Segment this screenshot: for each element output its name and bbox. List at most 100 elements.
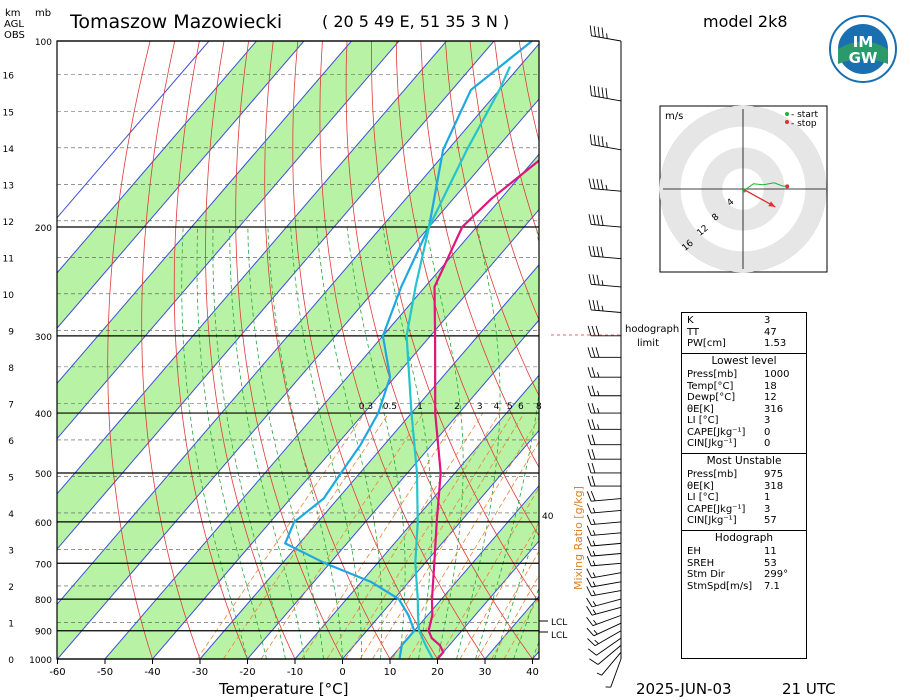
- index-value: 0: [764, 438, 771, 449]
- wind-barb: [587, 419, 621, 430]
- pressure-tick-label: 300: [35, 333, 52, 343]
- profile-line-2: [405, 66, 512, 659]
- obs-label: OBS: [4, 30, 25, 41]
- index-row: SREH 53: [682, 558, 806, 570]
- dry-adiabat: [420, 41, 539, 469]
- dry-adiabat: [235, 41, 343, 659]
- isotherm-line: [199, 264, 539, 659]
- index-row: Stm Dir 299°: [682, 569, 806, 581]
- index-value: 18: [764, 380, 777, 392]
- wind-barb: [587, 434, 621, 446]
- mixing-ratio-line: [301, 412, 461, 659]
- wind-barb: [586, 536, 622, 547]
- index-label: Press[mb]: [687, 369, 738, 380]
- wind-barb: [586, 556, 622, 567]
- wind-barb: [588, 273, 622, 288]
- height-tick-label: 0: [8, 656, 14, 666]
- index-row: θE[K] 316: [682, 404, 806, 416]
- wind-barb: [589, 644, 622, 665]
- moist-adiabat: [316, 226, 383, 659]
- index-label: θE[K]: [687, 480, 714, 492]
- wind-barb: [589, 85, 622, 102]
- height-tick-label: 7: [8, 400, 14, 410]
- plot-frame: [56, 40, 540, 660]
- mixing-ratio-label: 1: [417, 402, 423, 412]
- hodograph-unit: m/s: [665, 111, 683, 122]
- index-row: θE[K] 318: [682, 481, 806, 493]
- storm-motion-arrowhead: [768, 201, 776, 207]
- pressure-tick-label: 600: [35, 519, 52, 529]
- isotherm-line: [342, 429, 539, 659]
- mixing-ratio-title: Mixing Ratio [g/kg]: [572, 486, 585, 590]
- mixing-ratio-line: [372, 412, 525, 659]
- height-tick-label: 10: [3, 291, 15, 301]
- pressure-tick-label: 900: [35, 628, 52, 638]
- agl-label: AGL: [4, 19, 24, 30]
- height-tick-label: 6: [8, 437, 14, 447]
- pressure-tick-label: 700: [35, 560, 52, 570]
- hodograph-stop-point: [785, 184, 790, 189]
- wind-barb: [587, 325, 621, 337]
- x-axis-title: Temperature [°C]: [218, 680, 348, 698]
- index-label: Stm Dir: [687, 569, 725, 580]
- x-tick-label: -40: [144, 667, 160, 678]
- wind-barb: [587, 449, 621, 460]
- isotherm-line: [57, 98, 539, 659]
- isotherm-line: [389, 484, 539, 659]
- height-tick-label: 8: [8, 364, 14, 374]
- index-row: Temp[°C] 18: [682, 381, 806, 393]
- index-label: CAPE[Jkg⁻¹]: [687, 503, 746, 515]
- height-tick-label: 3: [8, 546, 14, 556]
- height-tick-label: 9: [8, 327, 14, 337]
- dry-adiabat: [264, 41, 391, 659]
- x-tick-label: -10: [287, 667, 303, 678]
- run-time: 21 UTC: [782, 680, 836, 698]
- index-value: 47: [764, 326, 777, 338]
- mixing-ratio-line: [223, 412, 390, 659]
- isotherm-line: [57, 41, 400, 440]
- index-value: 1000: [764, 369, 790, 380]
- station-name: Tomaszow Mazowiecki: [69, 11, 282, 33]
- isotherm-line: [437, 540, 539, 659]
- index-label: EH: [687, 546, 701, 557]
- wind-barb: [587, 347, 621, 358]
- mixing-ratio-line: [260, 412, 424, 659]
- wind-barbs: [586, 25, 622, 688]
- dry-adiabat: [445, 41, 539, 397]
- height-tick-label: 14: [3, 145, 15, 155]
- height-tick-label: 1: [8, 619, 14, 629]
- imgw-logo-icon: IM GW: [829, 15, 897, 83]
- wind-barb: [586, 546, 622, 557]
- isotherm-line: [152, 208, 539, 659]
- index-value: 7.1: [764, 580, 780, 592]
- index-row: Press[mb] 975: [682, 469, 806, 481]
- moist-adiabat: [267, 226, 343, 659]
- wind-barb: [587, 367, 621, 378]
- moist-adiabat: [532, 640, 539, 659]
- pressure-tick-label: 400: [35, 410, 52, 420]
- height-tick-label: 15: [3, 108, 14, 118]
- hodograph-ring-label: 8: [710, 212, 721, 224]
- index-value: 53: [764, 557, 777, 569]
- wind-barb: [588, 299, 622, 313]
- moist-adiabat: [290, 226, 362, 659]
- isotherm-line: [57, 41, 257, 274]
- wind-barb: [588, 214, 622, 228]
- moist-adiabat: [346, 226, 406, 659]
- pressure-tick-label: 800: [35, 596, 52, 606]
- model-name: model 2k8: [703, 12, 788, 31]
- isotherm-line: [294, 374, 539, 659]
- wind-barb: [586, 577, 622, 588]
- x-tick-label: -20: [239, 667, 255, 678]
- index-row: LI [°C] 1: [682, 492, 806, 504]
- indices-hodograph: Hodograph EH 11 SREH 53 Stm Dir 299° StmSpd[m/…: [682, 531, 806, 596]
- index-row: TT 47: [682, 327, 806, 339]
- isotherm-line: [57, 41, 495, 550]
- x-tick-label: 0: [339, 667, 345, 678]
- marker-lcl-1: LCL: [551, 618, 567, 628]
- mb-label: mb: [35, 8, 51, 19]
- wind-barb: [586, 525, 622, 536]
- hodograph-trace: [743, 182, 788, 192]
